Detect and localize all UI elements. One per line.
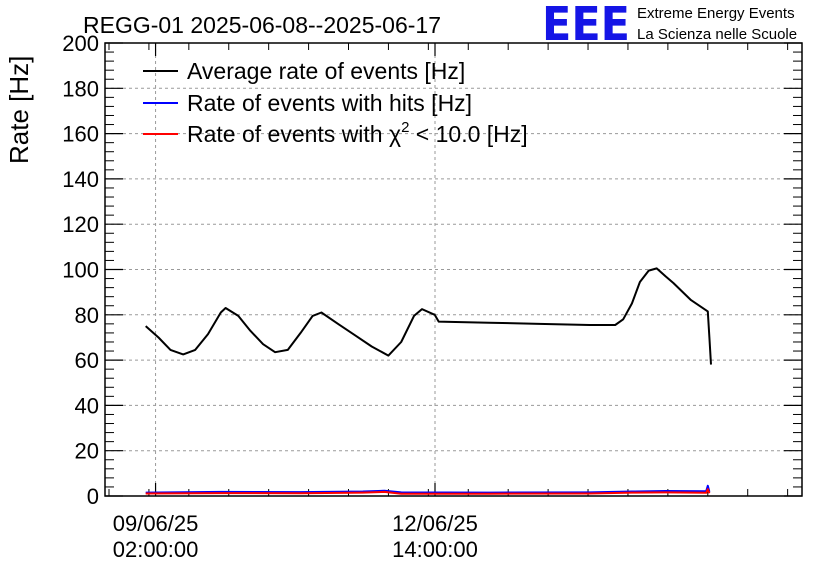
eee-logo-letters: EEE <box>542 0 630 51</box>
x-tick-label-date: 09/06/25 <box>113 511 199 536</box>
legend-label-chi2-tail: < 10.0 [Hz] <box>409 121 527 147</box>
y-tick-label: 40 <box>75 393 99 418</box>
logo-line-2: La Scienza nelle Scuole <box>637 26 797 43</box>
y-tick-label: 80 <box>75 303 99 328</box>
y-tick-label: 160 <box>62 122 99 147</box>
series-chi2-rate <box>145 488 711 495</box>
series-group <box>145 267 712 495</box>
legend: Average rate of events [Hz] Rate of even… <box>143 58 528 147</box>
eee-logo: EEE Extreme Energy Events La Scienza nel… <box>542 0 797 51</box>
y-axis: 0 20 40 60 80 100 120 140 160 180 200 <box>62 31 802 509</box>
x-tick-label-date: 12/06/25 <box>392 511 478 536</box>
y-tick-label: 20 <box>75 439 99 464</box>
legend-label-average: Average rate of events [Hz] <box>187 58 465 84</box>
series-hits-rate <box>145 484 711 494</box>
y-tick-label: 180 <box>62 76 99 101</box>
y-tick-label: 100 <box>62 258 99 283</box>
y-axis-label: Rate [Hz] <box>4 56 34 164</box>
grid <box>105 43 802 496</box>
y-tick-label: 140 <box>62 167 99 192</box>
logo-line-1: Extreme Energy Events <box>637 5 795 22</box>
x-tick-label-time: 02:00:00 <box>113 537 199 562</box>
y-tick-label: 200 <box>62 31 99 56</box>
legend-label-chi2: Rate of events with χ2 < 10.0 [Hz] <box>187 119 528 147</box>
legend-label-chi2-base: Rate of events with χ <box>187 121 401 147</box>
x-tick-label-time: 14:00:00 <box>392 537 478 562</box>
y-tick-label: 120 <box>62 212 99 237</box>
y-tick-label: 0 <box>87 484 99 509</box>
chart-title: REGG-01 2025-06-08--2025-06-17 <box>83 12 441 38</box>
legend-label-hits: Rate of events with hits [Hz] <box>187 90 472 116</box>
y-tick-label: 60 <box>75 348 99 373</box>
legend-label-chi2-sup: 2 <box>401 119 409 136</box>
series-average-rate <box>145 267 712 365</box>
